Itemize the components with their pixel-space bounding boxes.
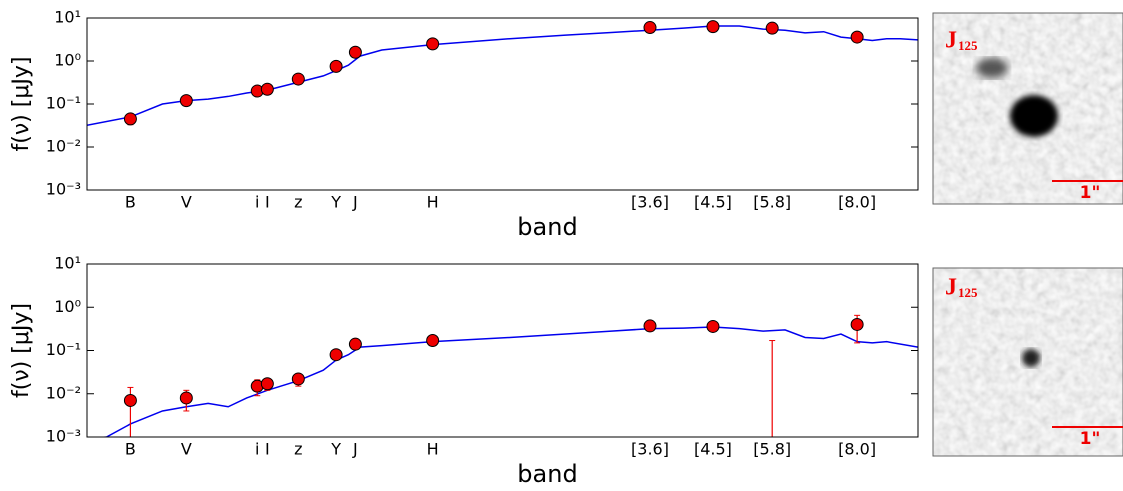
x-tick-label: [8.0] (838, 440, 876, 459)
image-label: J (945, 28, 957, 54)
data-point (348, 45, 362, 59)
source-blob (976, 58, 1008, 78)
source-blob (1022, 349, 1040, 367)
model-line (99, 326, 918, 437)
x-tick-label: B (125, 440, 136, 459)
data-point (706, 20, 720, 34)
source-blob (1010, 95, 1058, 137)
image-panel: J 125 1" (932, 267, 1123, 457)
y-tick-label: 10⁻² (46, 383, 81, 402)
x-axis-label: band (517, 460, 577, 487)
x-axis-label: band (517, 213, 577, 241)
data-point (426, 334, 440, 348)
x-tick-label: z (294, 440, 302, 459)
image-label: J (945, 275, 957, 301)
data-point (291, 372, 305, 386)
data-point (706, 319, 720, 333)
y-tick-label: 10⁻¹ (46, 94, 81, 113)
x-tick-label: [5.8] (753, 440, 791, 459)
y-axis-label: f(ν) [μJy] (9, 57, 34, 152)
data-point (643, 21, 657, 35)
x-tick-label: i (255, 440, 259, 459)
x-tick-label: Y (330, 440, 341, 459)
data-point (260, 82, 274, 96)
data-point (329, 59, 343, 73)
data-point (123, 393, 137, 407)
x-tick-label: B (125, 193, 136, 212)
y-tick-label: 10⁻² (46, 137, 81, 156)
y-tick-label: 10¹ (54, 8, 81, 27)
axes-frame (86, 17, 919, 191)
x-tick-label: V (181, 193, 192, 212)
x-tick-label: I (265, 193, 270, 212)
x-tick-label: [4.5] (694, 440, 732, 459)
x-tick-label: [4.5] (694, 193, 732, 212)
data-point (179, 391, 193, 405)
data-point (765, 21, 779, 35)
x-tick-label: V (181, 440, 192, 459)
x-tick-label: [3.6] (631, 193, 669, 212)
scale-label: 1" (1080, 183, 1101, 203)
model-line (87, 25, 918, 127)
y-tick-label: 10¹ (54, 254, 81, 273)
y-axis-label: f(ν) [μJy] (9, 303, 34, 398)
x-tick-label: [3.6] (631, 440, 669, 459)
data-point (426, 37, 440, 51)
x-tick-label: i (255, 193, 259, 212)
image-border (932, 12, 1123, 205)
y-tick-label: 10⁰ (54, 51, 81, 70)
data-point (179, 94, 193, 108)
data-point (291, 72, 305, 86)
x-tick-label: [8.0] (838, 193, 876, 212)
scale-label: 1" (1080, 429, 1101, 449)
y-tick-label: 10⁻³ (46, 180, 81, 199)
image-panel: J 125 1" (932, 12, 1123, 205)
data-point (850, 30, 864, 44)
x-tick-label: Y (330, 193, 341, 212)
image-label-subscript: 125 (958, 285, 978, 300)
data-point (850, 317, 864, 331)
x-tick-label: z (294, 193, 302, 212)
data-point (329, 348, 343, 362)
plot-area (99, 314, 918, 437)
y-tick-label: 10⁰ (54, 297, 81, 316)
axes-frame (86, 263, 919, 438)
y-tick-label: 10⁻¹ (46, 340, 81, 359)
image-border (932, 267, 1123, 457)
y-tick-label: 10⁻³ (46, 427, 81, 446)
x-tick-label: [5.8] (753, 193, 791, 212)
data-point (643, 319, 657, 333)
plot-area (87, 20, 918, 127)
data-point (123, 112, 137, 126)
x-tick-label: H (427, 193, 439, 212)
data-point (348, 337, 362, 351)
x-tick-label: J (352, 440, 358, 459)
data-point (260, 377, 274, 391)
x-tick-label: I (265, 440, 270, 459)
x-tick-label: J (352, 193, 358, 212)
x-tick-label: H (427, 440, 439, 459)
image-label-subscript: 125 (958, 38, 978, 53)
